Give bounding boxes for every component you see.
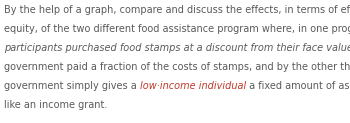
Text: government simply gives a: government simply gives a — [4, 81, 140, 91]
Text: government paid a fraction of the costs of stamps, and by the other the: government paid a fraction of the costs … — [4, 62, 350, 72]
Text: By the help of a graph, compare and discuss the effects, in terms of efficiency : By the help of a graph, compare and disc… — [4, 5, 350, 15]
Text: a fixed amount of assistance: a fixed amount of assistance — [246, 81, 350, 91]
Text: participants purchased food stamps at a discount from their face value, so the: participants purchased food stamps at a … — [4, 43, 350, 53]
Text: like an income grant.: like an income grant. — [4, 100, 107, 110]
Text: low·income individual: low·income individual — [140, 81, 246, 91]
Text: equity, of the two different food assistance program where, in one program: equity, of the two different food assist… — [4, 24, 350, 34]
